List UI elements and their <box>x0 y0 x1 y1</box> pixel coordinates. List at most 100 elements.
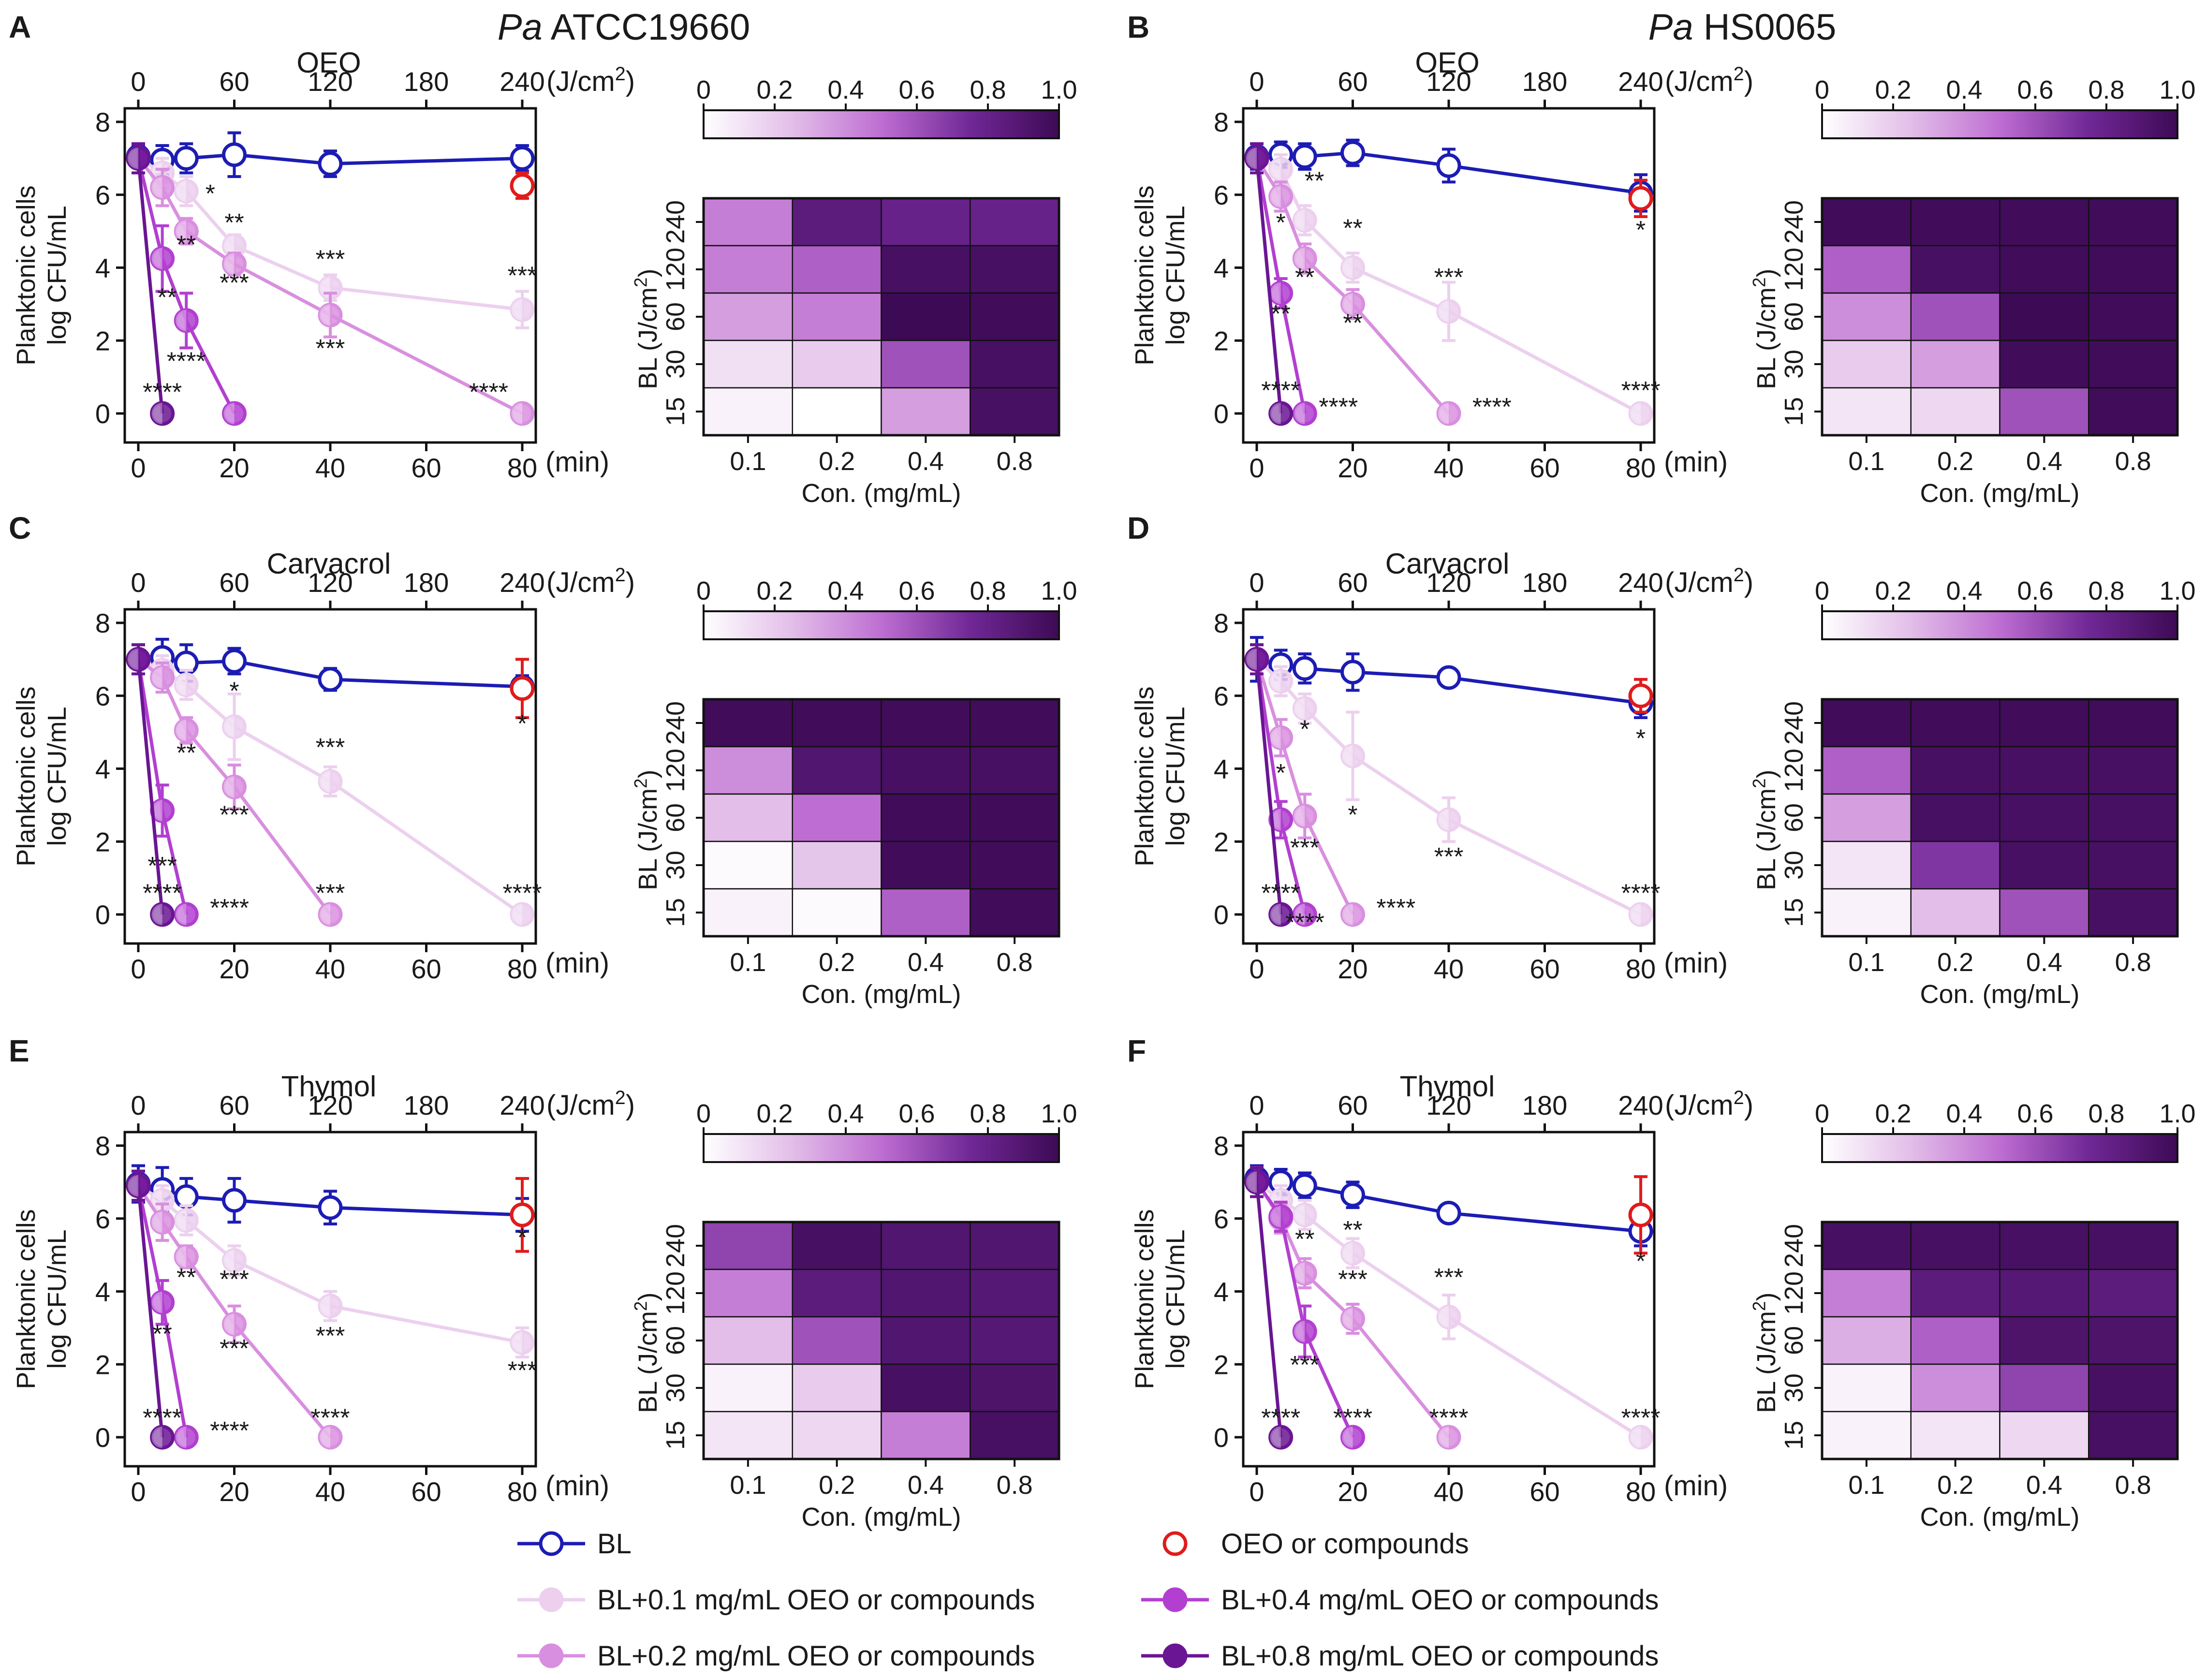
heatmap-cell <box>1821 840 1912 890</box>
colorbar-tick-label: 0.8 <box>970 75 1006 104</box>
panel-letter: E <box>9 1033 29 1068</box>
heatmap-cell <box>1999 1316 2089 1365</box>
data-point-halfmark <box>176 1246 187 1267</box>
data-point <box>1628 1202 1653 1227</box>
significance-mark: *** <box>316 734 345 762</box>
x-tick-label: 60 <box>1529 954 1559 984</box>
heatmap-cell <box>2088 197 2178 247</box>
heatmap: 0 0.2 0.4 0.6 0.8 1.0 0.1 0.2 0.4 0.8 Con. (mg/mL)… <box>1749 75 2195 508</box>
y-tick-label: 4 <box>1214 253 1229 283</box>
y-tick-label: 6 <box>1214 681 1229 711</box>
data-point <box>510 676 535 701</box>
x-tick-label: 80 <box>1626 453 1656 483</box>
data-point <box>1436 807 1461 832</box>
heatmap-cell <box>1910 746 2000 795</box>
heatmap-y-label-text: BL (J/cm2) <box>631 269 662 389</box>
heatmap-col-label: 0.4 <box>2026 948 2062 977</box>
series-line <box>1255 1181 1354 1438</box>
significance-mark: **** <box>1621 1404 1661 1432</box>
data-point <box>1292 902 1317 927</box>
significance-mark: **** <box>469 379 508 407</box>
heatmap-row-label-group: 30 <box>1780 851 1809 880</box>
series-6 <box>1628 678 1653 714</box>
data-point <box>150 902 175 927</box>
data-point-halfmark <box>223 716 235 737</box>
colorbar-tick-label: 0.2 <box>1875 1099 1911 1128</box>
heatmap-row-label: 120 <box>661 749 690 792</box>
line-plot: 0 20 40 60 80 (min) 0 60 120 180 240 (J/cm2) 0 2 4 6 8 Pl… <box>12 63 635 483</box>
heatmap-cell <box>2088 1268 2178 1318</box>
y-tick-label: 4 <box>95 754 110 784</box>
heatmap-cell <box>2088 339 2178 389</box>
heatmap-cell <box>2088 793 2178 842</box>
series-line <box>136 1185 164 1438</box>
heatmap-row-label: 15 <box>1780 1421 1809 1450</box>
heatmap-col-label: 0.4 <box>908 948 944 977</box>
y-tick-label: 6 <box>95 180 110 210</box>
series-5 <box>1244 643 1294 927</box>
y-axis-label-line2: log CFU/mL <box>43 707 72 846</box>
significance-mark: **** <box>1472 393 1512 421</box>
heatmap-cell <box>1821 1316 1912 1365</box>
y-axis-label: Planktonic cells log CFU/mL <box>12 686 72 866</box>
significance-mark: **** <box>1261 1404 1300 1432</box>
significance-mark: *** <box>1434 1264 1464 1292</box>
data-point-halfmark <box>1246 1171 1257 1193</box>
data-point <box>174 1425 199 1450</box>
colorbar-tick-label: 0.2 <box>1875 75 1911 104</box>
heatmap-y-label: BL (J/cm2) <box>631 770 662 890</box>
y-tick-label: 6 <box>1214 1204 1229 1234</box>
heatmap-cell <box>2088 245 2178 294</box>
x-tick-label: 0 <box>131 453 146 483</box>
colorbar-tick-label: 1.0 <box>1041 75 1077 104</box>
data-point <box>1292 208 1317 233</box>
heatmap-cell <box>1999 840 2089 890</box>
colorbar-tick-label: 0.4 <box>1946 1099 1982 1128</box>
y-tick-label: 0 <box>95 899 110 930</box>
significance-mark: *** <box>508 262 537 290</box>
colorbar-tick-label: 0.6 <box>2017 576 2053 605</box>
series-line <box>136 158 164 414</box>
data-point-halfmark <box>151 1292 162 1313</box>
data-point <box>174 902 199 927</box>
x-tick-label: 60 <box>1529 1476 1559 1507</box>
data-point-halfmark <box>1630 403 1641 424</box>
heatmap-cell <box>970 387 1060 436</box>
heatmap-row-label-group: 60 <box>661 302 690 331</box>
significance-mark: ** <box>176 231 196 259</box>
heatmap-row-label: 60 <box>661 302 690 331</box>
data-point <box>126 1173 151 1198</box>
colorbar-tick-label: 0.4 <box>827 1099 864 1128</box>
top-tick-label: 120 <box>308 567 353 598</box>
data-point-halfmark <box>1270 904 1281 925</box>
heatmap-cell <box>970 888 1060 937</box>
heatmap-cell <box>1910 197 2000 247</box>
y-tick-label: 8 <box>1214 608 1229 638</box>
data-point <box>318 769 343 794</box>
data-point-halfmark <box>1294 209 1305 231</box>
heatmap-row-label: 120 <box>1780 749 1809 792</box>
x-tick-label: 40 <box>315 954 345 984</box>
heatmap-row-label: 30 <box>661 350 690 379</box>
y-axis-label: Planktonic cells log CFU/mL <box>1130 185 1190 365</box>
data-point <box>222 1312 247 1337</box>
series-1 <box>126 131 535 178</box>
significance-mark: **** <box>210 1417 249 1445</box>
data-point-halfmark <box>1294 403 1305 424</box>
colorbar <box>703 109 1060 139</box>
heatmap-row-label-group: 120 <box>1780 1271 1809 1315</box>
top-tick-label: 0 <box>1249 567 1264 598</box>
significance-mark: * <box>1636 1247 1646 1275</box>
heatmap-col-label: 0.8 <box>2115 1471 2151 1500</box>
heatmap-y-label: BL (J/cm2) <box>631 269 662 389</box>
data-point <box>510 1330 535 1355</box>
x-tick-label: 20 <box>219 954 249 984</box>
heatmap-row-label-group: 120 <box>1780 749 1809 792</box>
data-point <box>1268 1204 1294 1229</box>
series-5 <box>126 1169 175 1450</box>
heatmap-row-label: 120 <box>1780 248 1809 291</box>
colorbar-tick-label: 1.0 <box>2159 1099 2195 1128</box>
heatmap-cell <box>2088 840 2178 890</box>
